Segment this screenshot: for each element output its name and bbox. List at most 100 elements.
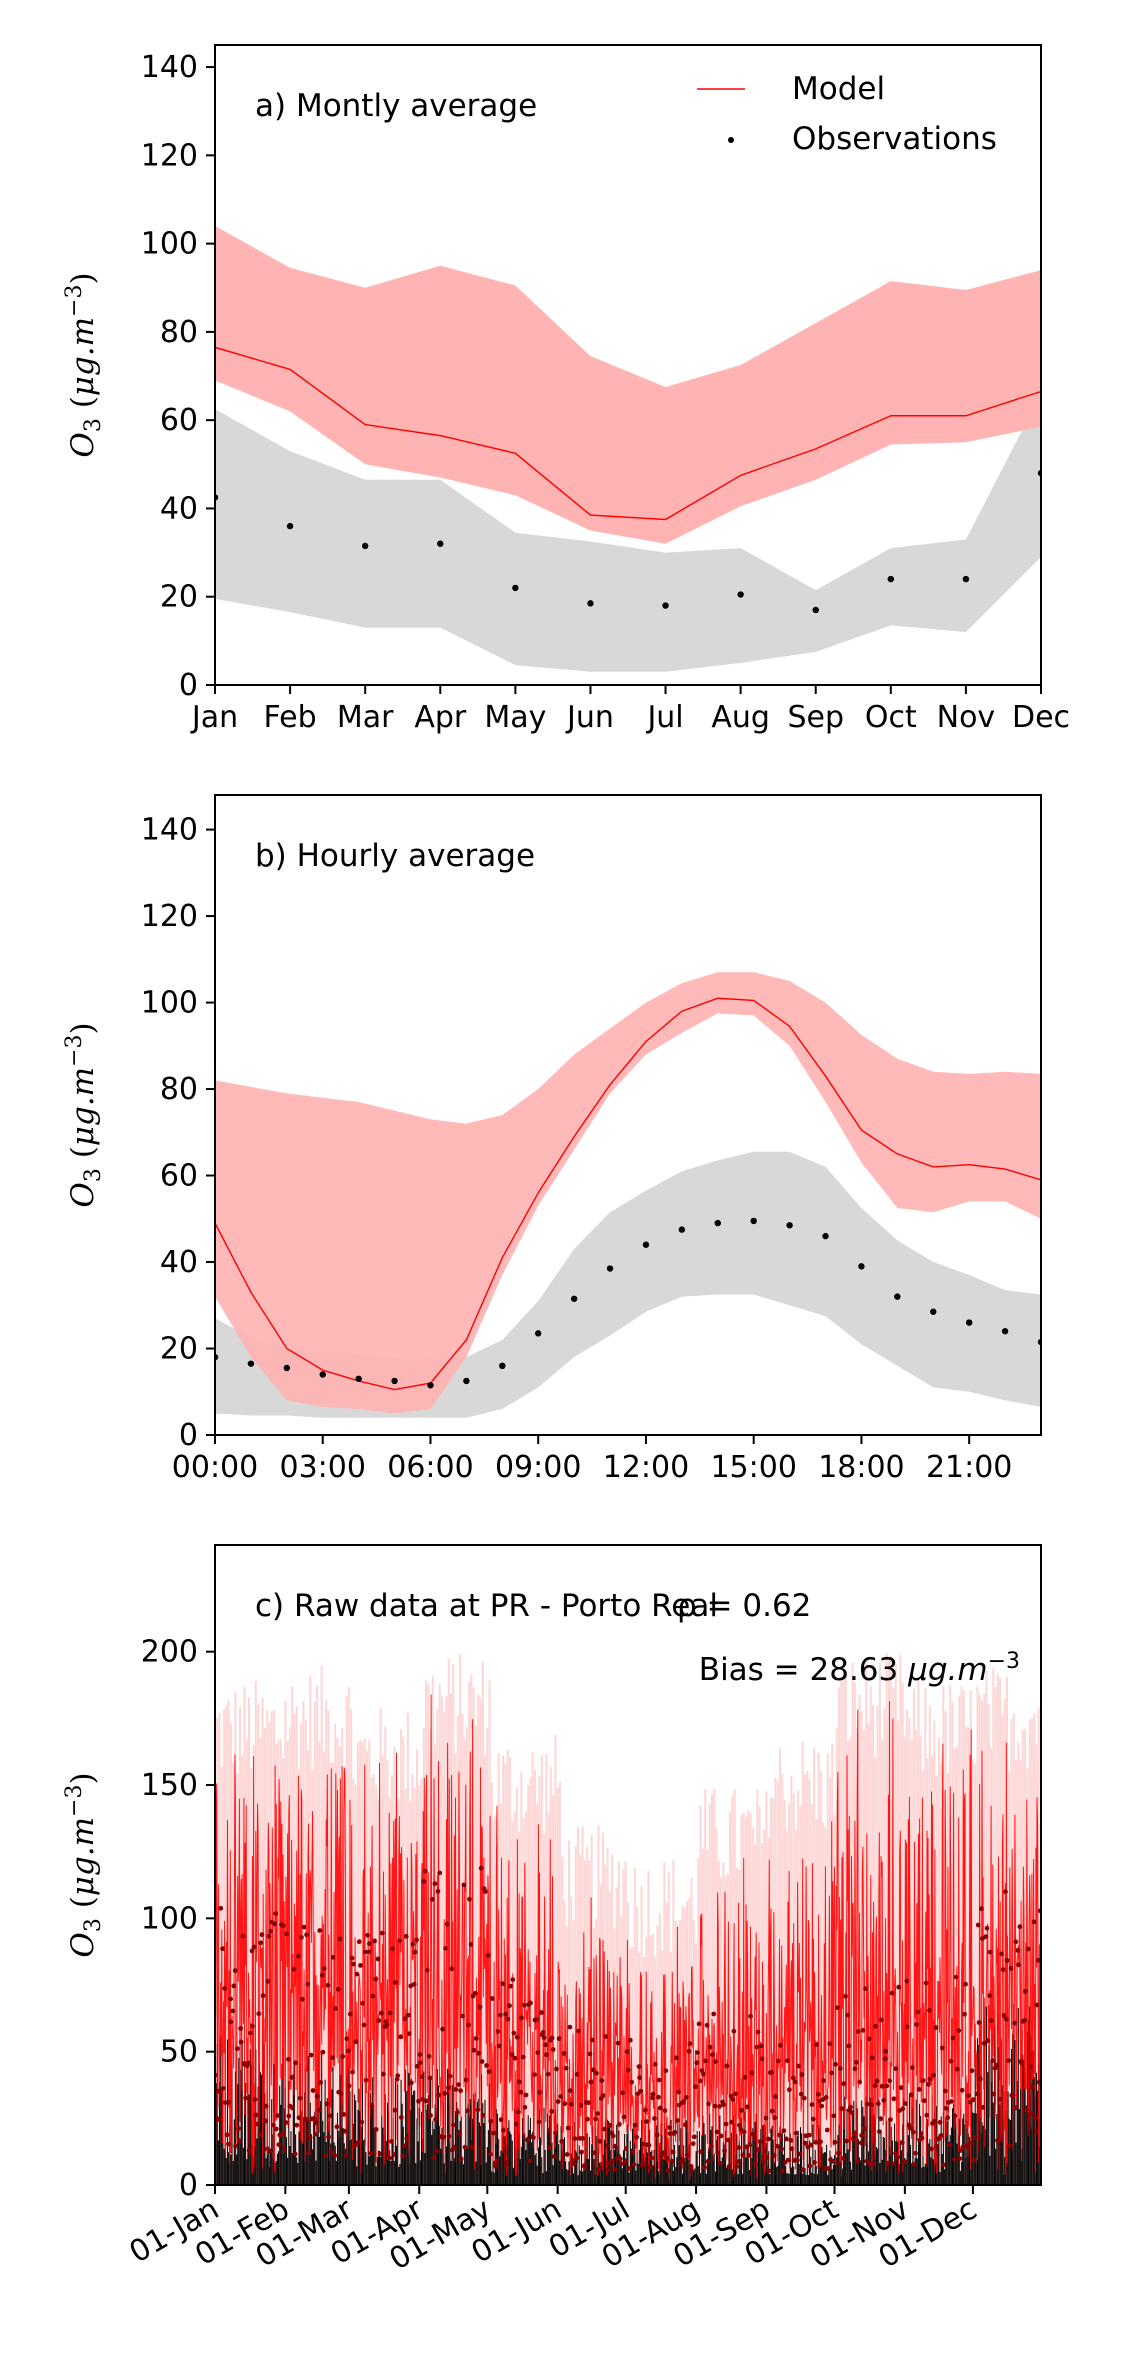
panel-a-ylabel: O3 (μg.m−3) (62, 272, 106, 457)
raw-obs-point (472, 1990, 478, 1996)
obs-point (962, 575, 970, 583)
raw-obs-point (434, 2148, 439, 2154)
raw-obs-point (318, 2080, 324, 2085)
raw-obs-point (480, 2113, 486, 2118)
raw-obs-point (1012, 2020, 1017, 2026)
raw-obs-point (451, 2122, 456, 2128)
raw-obs-point (690, 2141, 696, 2147)
raw-obs-point (479, 2059, 485, 2064)
raw-obs-point (252, 2097, 258, 2102)
raw-obs-point (469, 2144, 474, 2150)
y-tick-label: 100 (141, 227, 198, 262)
raw-obs-point (624, 2049, 630, 2055)
raw-obs-point (948, 2058, 954, 2064)
raw-obs-point (372, 1938, 377, 1944)
raw-obs-point (785, 2157, 791, 2163)
raw-obs-point (1013, 1939, 1019, 1945)
raw-obs-point (807, 2163, 813, 2169)
raw-obs-point (496, 2043, 502, 2049)
raw-obs-point (858, 2140, 864, 2146)
raw-obs-point (640, 2141, 646, 2147)
raw-obs-point (682, 2122, 688, 2128)
x-tick-label: 09:00 (495, 1450, 581, 1485)
raw-obs-point (706, 2101, 711, 2107)
raw-obs-point (896, 1984, 902, 1990)
raw-obs-point (563, 2065, 569, 2071)
raw-obs-point (634, 2134, 639, 2140)
obs-point (535, 1330, 542, 1337)
raw-obs-point (939, 2045, 945, 2051)
raw-obs-point (387, 2010, 393, 2016)
raw-obs-point (913, 2150, 918, 2156)
raw-obs-point (478, 1865, 484, 1871)
raw-obs-point (618, 2156, 623, 2162)
raw-obs-point (988, 2018, 994, 2024)
raw-obs-point (650, 2095, 655, 2101)
raw-obs-point (788, 2138, 794, 2143)
raw-obs-point (586, 2100, 591, 2106)
raw-obs-point (979, 1906, 984, 1912)
raw-obs-point (703, 2058, 708, 2064)
raw-obs-point (733, 2091, 738, 2097)
raw-obs-point (654, 2132, 660, 2138)
raw-obs-point (401, 2143, 407, 2149)
raw-obs-point (251, 1944, 257, 1950)
raw-obs-point (916, 2087, 922, 2092)
raw-obs-point (849, 2110, 855, 2116)
raw-obs-point (512, 2055, 518, 2061)
raw-obs-point (590, 2067, 596, 2073)
raw-obs-point (966, 2093, 971, 2099)
raw-obs-point (997, 2096, 1003, 2102)
raw-obs-point (329, 2149, 334, 2155)
obs-point (463, 1377, 470, 1385)
raw-obs-point (549, 2035, 555, 2041)
raw-obs-point (253, 2112, 259, 2118)
raw-obs-point (370, 1993, 376, 1999)
raw-obs-point (332, 2153, 338, 2158)
raw-obs-point (436, 2092, 442, 2098)
raw-obs-point (625, 2067, 631, 2073)
raw-obs-point (291, 1966, 297, 1972)
raw-obs-point (984, 1925, 990, 1931)
obs-point (930, 1308, 937, 1315)
raw-obs-point (818, 2139, 823, 2145)
raw-obs-point (593, 2116, 598, 2122)
raw-obs-point (423, 1868, 428, 1874)
raw-obs-point (1003, 1889, 1008, 1895)
raw-obs-point (300, 1996, 305, 2002)
x-tick-label: Dec (1012, 700, 1070, 735)
raw-obs-point (356, 1939, 362, 1945)
raw-obs-point (432, 1881, 438, 1887)
raw-obs-point (884, 2083, 890, 2089)
raw-obs-point (772, 2115, 777, 2121)
raw-obs-point (543, 2042, 549, 2048)
raw-obs-point (393, 1980, 398, 1985)
raw-obs-point (723, 2121, 729, 2127)
raw-obs-points (215, 1865, 1041, 2174)
raw-obs-point (373, 2127, 379, 2132)
raw-obs-point (663, 2068, 669, 2074)
raw-obs-point (649, 2155, 654, 2161)
raw-obs-point (390, 1946, 395, 1951)
raw-obs-point (607, 2123, 613, 2128)
raw-obs-point (1007, 2143, 1012, 2149)
raw-obs-point (574, 2072, 580, 2077)
raw-obs-point (956, 2028, 962, 2033)
raw-obs-point (409, 2080, 414, 2086)
raw-obs-point (877, 2129, 882, 2135)
raw-obs-point (406, 2031, 412, 2036)
raw-obs-point (449, 1966, 455, 1972)
raw-obs-point (567, 2024, 573, 2030)
raw-obs-point (262, 2146, 267, 2152)
raw-obs-point (863, 1986, 868, 1992)
raw-obs-point (927, 2007, 932, 2013)
raw-obs-point (920, 2078, 926, 2083)
obs-point (786, 1222, 793, 1229)
raw-obs-point (918, 2131, 924, 2137)
raw-obs-point (1015, 1948, 1021, 1953)
obs-point (512, 584, 519, 592)
raw-obs-point (587, 2051, 593, 2057)
raw-obs-point (650, 2091, 656, 2097)
raw-obs-point (985, 2038, 991, 2044)
raw-obs-point (873, 2024, 878, 2029)
